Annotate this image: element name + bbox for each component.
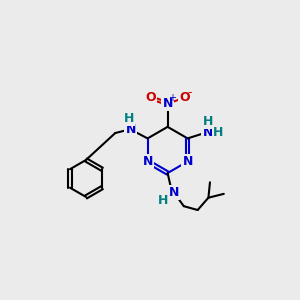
Text: H: H — [124, 112, 134, 125]
Text: N: N — [202, 126, 213, 139]
Text: H: H — [213, 126, 224, 139]
Text: -: - — [188, 86, 192, 100]
Text: H: H — [202, 115, 213, 128]
Text: N: N — [182, 155, 193, 168]
Text: N: N — [125, 123, 136, 136]
Text: N: N — [169, 186, 179, 199]
Text: N: N — [142, 155, 153, 168]
Text: O: O — [146, 91, 156, 104]
Text: N: N — [162, 97, 173, 110]
Text: O: O — [179, 91, 190, 104]
Text: H: H — [158, 194, 168, 206]
Text: +: + — [168, 93, 176, 103]
